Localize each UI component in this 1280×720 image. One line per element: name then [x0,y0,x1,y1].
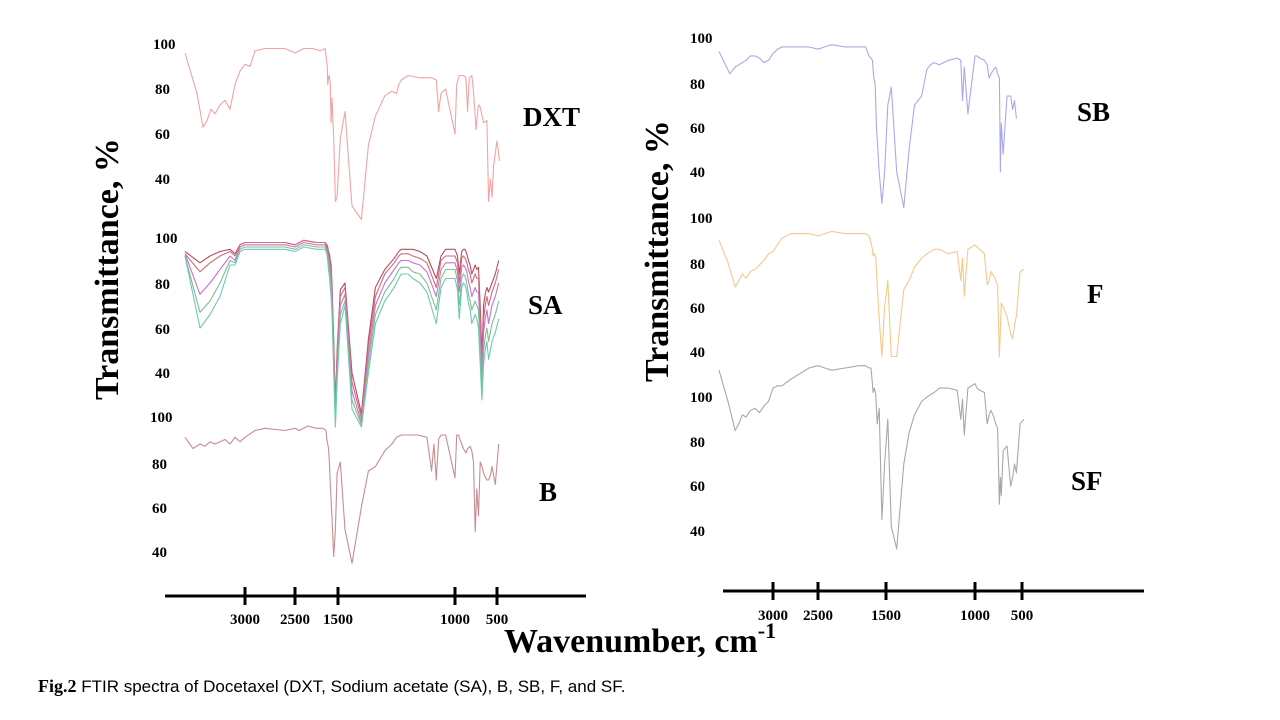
x-tick-label: 3000 [758,608,788,624]
left-traces [184,47,501,564]
x-axis-label-superscript: -1 [758,618,776,643]
x-tick-label: 1000 [440,612,470,628]
panel-label-f: F [1087,279,1104,309]
panel-label-sa: SA [528,290,563,320]
y-tick-label: 60 [690,301,705,317]
panel-label-sf: SF [1071,466,1103,496]
y-tick-label: 100 [690,390,713,406]
y-tick-label: 60 [690,121,705,137]
x-axis-label-text: Wavenumber, cm [504,623,758,660]
spectrum-b [184,425,500,564]
x-tick-label: 2500 [803,608,833,624]
x-tick-label: 2500 [280,612,310,628]
spectrum-sa-4 [184,244,500,426]
y-tick-label: 40 [155,366,170,382]
panel-label-dxt: DXT [523,102,580,132]
y-tick-label: 100 [690,211,713,227]
y-tick-label: 80 [690,257,705,273]
left-panel: Transmittance, % 100 80 60 40 100 80 60 … [89,37,586,628]
y-tick-label: 80 [155,277,170,293]
y-tick-label: 100 [690,31,713,47]
x-tick-label: 500 [486,612,509,628]
x-axis-label: Wavenumber, cm-1 [504,618,776,660]
right-x-ticks: 3000 2500 1500 1000 500 [758,582,1033,624]
right-panel: Transmittance, % 100 80 60 40 100 80 60 … [639,31,1144,624]
left-y-ticks-sa: 100 80 60 40 [155,231,178,382]
y-tick-label: 100 [150,410,173,426]
left-y-ticks-dxt: 100 80 60 40 [153,37,176,188]
y-tick-label: 60 [152,501,167,517]
panel-label-b: B [539,477,557,507]
y-tick-label: 60 [155,322,170,338]
figure-caption: Fig.2 FTIR spectra of Docetaxel (DXT, So… [38,676,625,697]
y-tick-label: 100 [155,231,178,247]
x-tick-label: 1000 [960,608,990,624]
spectrum-sa-3 [184,241,500,424]
left-y-axis-label: Transmittance, % [89,138,126,400]
spectrum-sa-1 [184,239,500,415]
y-tick-label: 40 [690,165,705,181]
y-tick-label: 80 [155,82,170,98]
spectrum-dxt [184,47,501,221]
panel-label-sb: SB [1077,97,1110,127]
left-x-ticks: 3000 2500 1500 1000 500 [230,587,508,628]
x-tick-label: 3000 [230,612,260,628]
spectrum-f [718,230,1025,358]
x-tick-label: 1500 [323,612,353,628]
spectrum-sb [718,44,1017,209]
spectrum-sa-5 [184,246,500,428]
x-tick-label: 1500 [871,608,901,624]
y-tick-label: 80 [690,435,705,451]
right-traces [718,44,1025,550]
right-y-ticks: 100 80 60 40 100 80 60 40 100 80 60 40 [690,31,713,540]
caption-text: FTIR spectra of Docetaxel (DXT, Sodium a… [76,677,626,696]
x-tick-label: 500 [1011,608,1034,624]
left-y-ticks-b: 100 80 60 40 [150,410,173,561]
y-tick-label: 80 [152,457,167,473]
y-tick-label: 60 [690,479,705,495]
y-tick-label: 100 [153,37,176,53]
y-tick-label: 40 [690,345,705,361]
y-tick-label: 60 [155,127,170,143]
y-tick-label: 80 [690,77,705,93]
spectrum-sf [718,365,1025,550]
spectrum-sa-2 [184,239,500,419]
right-y-axis-label: Transmittance, % [639,120,676,382]
y-tick-label: 40 [152,545,167,561]
y-tick-label: 40 [690,524,705,540]
y-tick-label: 40 [155,172,170,188]
figure-number: Fig.2 [38,676,77,696]
